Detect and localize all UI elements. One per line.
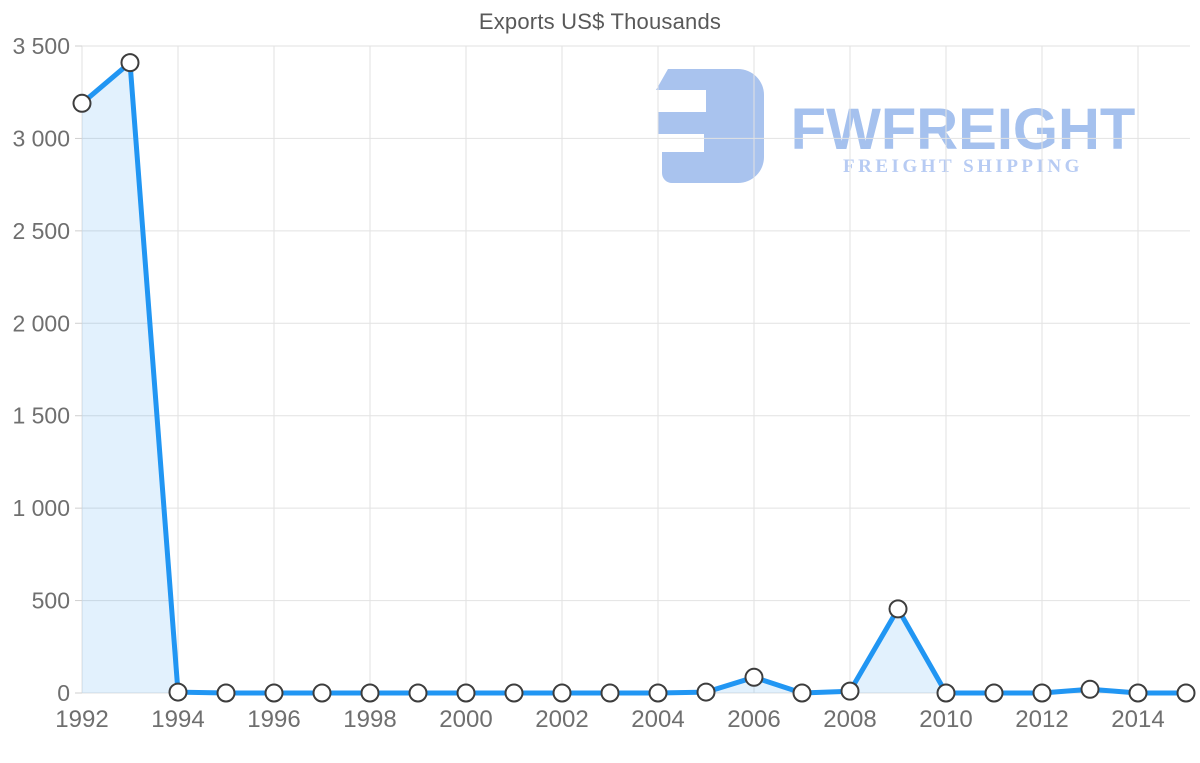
data-point-1997[interactable] — [312, 683, 332, 703]
data-point-2012[interactable] — [1032, 683, 1052, 703]
y-axis-tick-label: 2 000 — [12, 310, 70, 336]
brand-watermark: FWFREIGHT FREIGHT SHIPPING — [645, 64, 1165, 189]
x-axis-tick-label: 2004 — [631, 706, 684, 733]
series-area-fill — [82, 62, 1186, 694]
data-point-2000[interactable] — [456, 683, 476, 703]
data-point-2010[interactable] — [936, 683, 956, 703]
data-point-2015[interactable] — [1176, 683, 1196, 703]
data-point-2002[interactable] — [552, 683, 572, 703]
y-axis-tick-label: 1 500 — [12, 403, 70, 429]
data-point-1994[interactable] — [168, 682, 188, 702]
data-point-2004[interactable] — [648, 683, 668, 703]
y-axis-tick-label: 3 500 — [12, 33, 70, 59]
data-point-1992[interactable] — [72, 93, 92, 113]
data-point-2005[interactable] — [696, 682, 716, 702]
data-point-2003[interactable] — [600, 683, 620, 703]
chart-title: Exports US$ Thousands — [478, 9, 722, 34]
data-point-1998[interactable] — [360, 683, 380, 703]
x-axis-tick-label: 1996 — [247, 706, 300, 733]
fwfreight-logo-icon — [656, 69, 764, 183]
y-axis-tick-label: 2 500 — [12, 218, 70, 244]
data-point-2001[interactable] — [504, 683, 524, 703]
data-point-2009[interactable] — [888, 599, 908, 619]
brand-name: FWFREIGHT — [790, 97, 1136, 162]
data-point-2011[interactable] — [984, 683, 1004, 703]
data-point-2008[interactable] — [840, 681, 860, 701]
data-point-1995[interactable] — [216, 683, 236, 703]
x-axis-tick-label: 2002 — [535, 706, 588, 733]
data-point-2013[interactable] — [1080, 679, 1100, 699]
data-point-2007[interactable] — [792, 683, 812, 703]
data-point-1996[interactable] — [264, 683, 284, 703]
x-axis-tick-label: 1992 — [55, 706, 108, 733]
x-axis-tick-label: 2006 — [727, 706, 780, 733]
x-axis-tick-label: 1994 — [151, 706, 204, 733]
y-axis-tick-label: 0 — [57, 680, 70, 706]
x-axis-tick-label: 2000 — [439, 706, 492, 733]
data-point-2006[interactable] — [744, 667, 764, 687]
data-point-1993[interactable] — [120, 53, 140, 73]
x-axis-tick-label: 2008 — [823, 706, 876, 733]
x-axis-tick-label: 2014 — [1111, 706, 1164, 733]
x-axis-tick-label: 2012 — [1015, 706, 1068, 733]
brand-tagline: FREIGHT SHIPPING — [843, 156, 1083, 177]
y-axis-tick-label: 1 000 — [12, 495, 70, 521]
y-axis-tick-label: 500 — [32, 588, 70, 614]
x-axis-tick-label: 2010 — [919, 706, 972, 733]
y-axis-tick-label: 3 000 — [12, 125, 70, 151]
x-axis-tick-label: 1998 — [343, 706, 396, 733]
data-point-1999[interactable] — [408, 683, 428, 703]
data-point-2014[interactable] — [1128, 683, 1148, 703]
series-line — [79, 60, 1189, 696]
